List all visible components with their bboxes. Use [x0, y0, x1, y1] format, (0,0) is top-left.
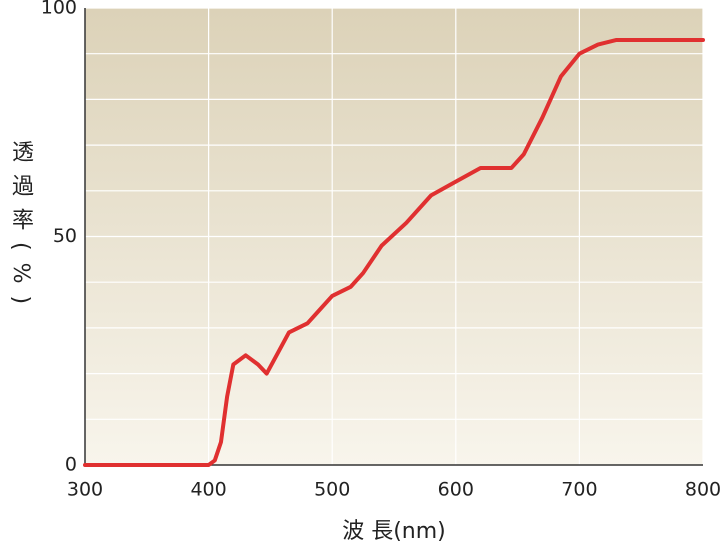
- x-tick-label: 400: [190, 479, 226, 501]
- x-tick-label: 700: [561, 479, 597, 501]
- x-tick-label: 300: [67, 479, 103, 501]
- y-tick-label: 50: [53, 225, 77, 247]
- x-tick-label: 800: [685, 479, 721, 501]
- x-axis-title: 波 長(nm): [342, 519, 446, 544]
- data-line: [83, 37, 705, 467]
- y-tick-label: 0: [65, 454, 77, 476]
- y-tick-label: 100: [41, 0, 77, 19]
- y-axis-title: 透過率(%): [8, 140, 33, 317]
- x-tick-label: 500: [314, 479, 350, 501]
- x-tick-label: 600: [438, 479, 474, 501]
